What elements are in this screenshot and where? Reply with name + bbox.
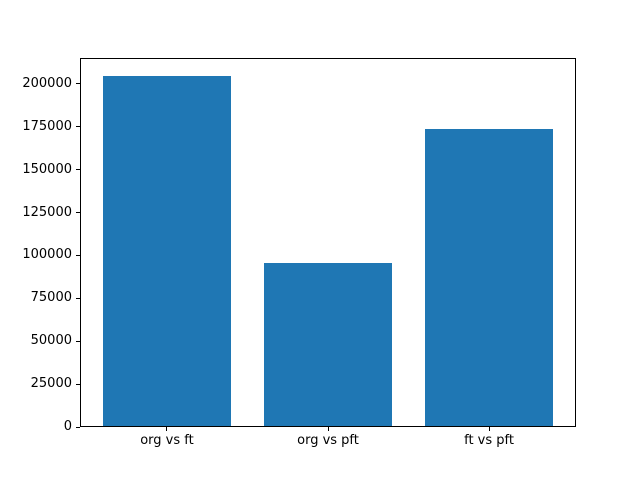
bar-org-vs-pft <box>263 263 393 427</box>
y-tick-mark <box>76 83 80 84</box>
x-tick-mark <box>489 427 490 431</box>
bar-ft-vs-pft <box>424 129 554 427</box>
y-tick-label: 75000 <box>30 290 72 306</box>
y-tick-mark <box>76 169 80 170</box>
x-tick-label: org vs pft <box>297 433 359 448</box>
y-tick-mark <box>76 126 80 127</box>
y-tick-mark <box>76 427 80 428</box>
y-tick-mark <box>76 384 80 385</box>
y-tick-label: 100000 <box>22 247 72 263</box>
x-tick-mark <box>166 427 167 431</box>
x-tick-mark <box>328 427 329 431</box>
y-tick-mark <box>76 298 80 299</box>
x-tick-label: org vs ft <box>140 433 194 448</box>
y-tick-label: 125000 <box>22 204 72 220</box>
y-tick-label: 50000 <box>30 333 72 349</box>
y-tick-label: 175000 <box>22 118 72 134</box>
y-tick-label: 0 <box>63 419 72 434</box>
y-tick-mark <box>76 212 80 213</box>
x-tick-label: ft vs pft <box>464 433 514 448</box>
bar-org-vs-ft <box>102 75 232 427</box>
y-tick-mark <box>76 255 80 256</box>
y-tick-label: 200000 <box>22 75 72 91</box>
y-tick-label: 25000 <box>30 376 72 392</box>
y-tick-mark <box>76 341 80 342</box>
y-tick-label: 150000 <box>22 161 72 177</box>
